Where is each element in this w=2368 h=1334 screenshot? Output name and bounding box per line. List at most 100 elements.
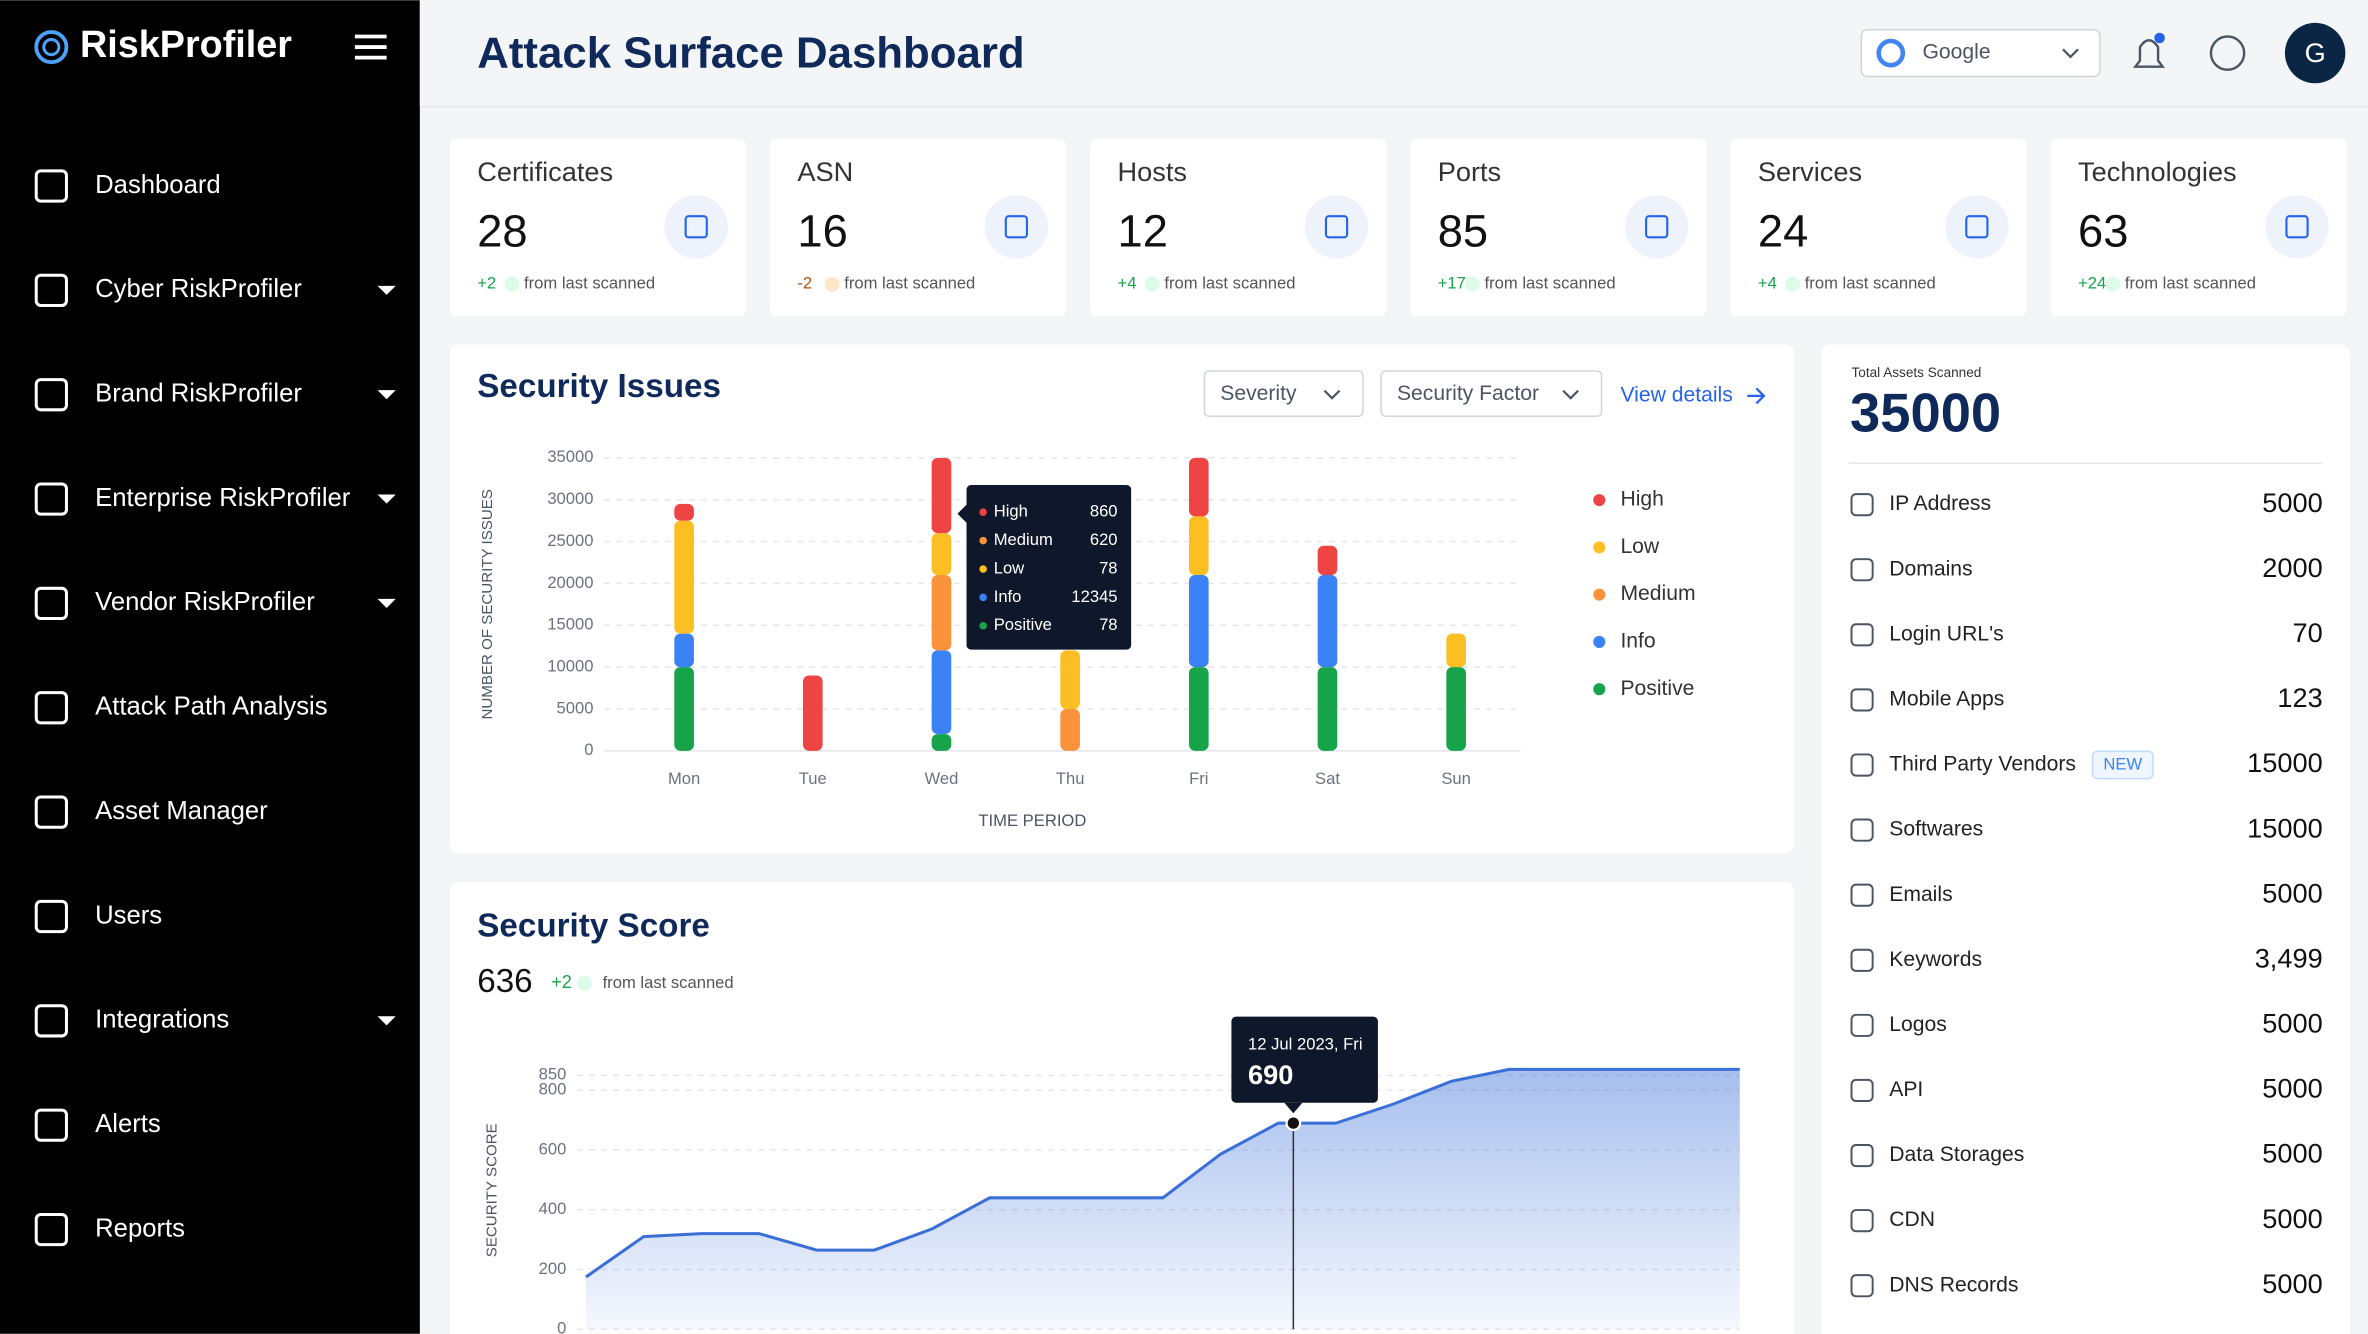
nav-icon — [34, 273, 68, 307]
y-tick-label: 0 — [557, 1319, 566, 1334]
card-change: +2 — [477, 274, 496, 293]
y-tick-label: 0 — [584, 740, 593, 759]
card-value: 85 — [1438, 205, 1488, 256]
assets-total: 35000 — [1850, 382, 2001, 443]
nav-icon — [34, 586, 68, 621]
tooltip-label: Medium — [994, 530, 1053, 549]
asset-icon — [1850, 558, 1874, 582]
stat-card — [2050, 139, 2347, 316]
asset-icon — [1850, 1143, 1874, 1168]
bell-icon[interactable] — [2133, 39, 2166, 68]
legend-swatch — [1593, 588, 1606, 601]
org-name: Google — [1922, 41, 1990, 64]
nav-item[interactable] — [15, 1190, 405, 1269]
y-tick-label: 600 — [539, 1139, 567, 1158]
x-tick-label: Wed — [925, 769, 959, 788]
new-badge — [2091, 750, 2154, 780]
avatar-initial: G — [2305, 37, 2326, 68]
bar-segment — [931, 575, 952, 651]
avatar[interactable] — [2284, 22, 2346, 84]
nav-label[interactable]: Cyber RiskProfiler — [95, 275, 302, 303]
asset-icon — [1850, 818, 1874, 842]
bar-segment — [1188, 516, 1209, 576]
y-tick-label: 25000 — [547, 531, 593, 550]
card-value: 24 — [1758, 205, 1808, 256]
bar-segment — [931, 457, 952, 534]
asset-name: Mobile Apps — [1889, 688, 2004, 711]
nav-label[interactable]: Attack Path Analysis — [95, 693, 327, 721]
bar-segment — [1060, 650, 1080, 709]
legend-label: Info — [1620, 630, 1655, 653]
filter-select[interactable] — [1203, 370, 1364, 418]
tooltip-dot — [979, 536, 987, 545]
nav-label[interactable]: Alerts — [95, 1110, 161, 1138]
view-details-link[interactable]: View details — [1620, 383, 1732, 406]
bar-segment — [674, 667, 694, 751]
bar-segment — [674, 633, 694, 668]
nav-item[interactable] — [15, 877, 405, 956]
card-icon-glyph — [1645, 215, 1669, 239]
legend-label: Positive — [1620, 677, 1694, 700]
legend-label: Low — [1620, 535, 1659, 558]
y-tick-label: 20000 — [547, 573, 593, 592]
card-icon — [2265, 195, 2329, 259]
y-tick-label: 30000 — [547, 489, 593, 508]
card-note: from last scanned — [2125, 274, 2256, 293]
logo — [34, 30, 69, 65]
card-title: Ports — [1438, 156, 1501, 187]
y-tick-label: 5000 — [557, 698, 594, 717]
card-icon — [1945, 195, 2009, 259]
x-tick-label: Mon — [668, 769, 700, 788]
card-change: +4 — [1758, 274, 1777, 293]
card-note: from last scanned — [1805, 274, 1936, 293]
score-change: +2 — [551, 972, 572, 992]
nav-icon — [34, 1108, 68, 1142]
stat-card — [1730, 139, 2027, 316]
help-icon[interactable] — [2209, 35, 2246, 71]
tooltip-value: 78 — [1099, 558, 1117, 577]
tooltip-value: 12345 — [1071, 587, 1117, 606]
tooltip-dot — [979, 508, 987, 516]
stat-card — [450, 139, 747, 316]
asset-icon — [1850, 753, 1874, 777]
panel-title: Security Score — [477, 907, 710, 944]
asset-value: 15000 — [2247, 812, 2323, 843]
nav-label[interactable]: Users — [95, 901, 162, 929]
card-icon-glyph — [684, 215, 708, 239]
card-note: from last scanned — [1164, 274, 1295, 293]
nav-label[interactable]: Integrations — [95, 1006, 229, 1034]
chevron — [1323, 389, 1341, 400]
brand-name: RiskProfiler — [80, 23, 292, 65]
card-note: from last scanned — [524, 274, 655, 293]
card-icon — [1304, 195, 1369, 259]
asset-icon — [1850, 493, 1874, 517]
badge-label: NEW — [2103, 754, 2142, 773]
asset-value: 15000 — [2247, 747, 2323, 778]
stat-card — [1090, 139, 1387, 316]
asset-icon — [1850, 688, 1874, 712]
tooltip-label: Positive — [994, 615, 1052, 634]
asset-value: 3,499 — [2255, 942, 2323, 973]
nav-label[interactable]: Dashboard — [95, 171, 221, 199]
nav-label[interactable]: Brand RiskProfiler — [95, 379, 302, 407]
nav-label[interactable]: Asset Manager — [95, 797, 268, 825]
score-note: from last scanned — [603, 973, 734, 992]
nav-label[interactable]: Enterprise RiskProfiler — [95, 484, 351, 512]
nav-label[interactable]: Reports — [95, 1214, 185, 1242]
asset-icon — [1850, 1209, 1874, 1233]
tooltip-label: High — [994, 502, 1028, 521]
x-tick-label: Sun — [1441, 769, 1471, 788]
y-tick-label: 850 — [539, 1065, 567, 1084]
org-select[interactable] — [1860, 28, 2101, 78]
asset-value: 2000 — [2262, 552, 2322, 583]
asset-icon — [1850, 1274, 1874, 1298]
legend-label: High — [1620, 488, 1663, 511]
nav-label[interactable]: Vendor RiskProfiler — [95, 588, 315, 616]
card-icon-glyph — [1965, 215, 1989, 239]
filter-select[interactable] — [1380, 370, 1603, 418]
stat-card — [770, 139, 1067, 316]
card-value: 12 — [1118, 205, 1168, 256]
logo — [42, 38, 61, 57]
nav-item[interactable] — [15, 1086, 405, 1165]
